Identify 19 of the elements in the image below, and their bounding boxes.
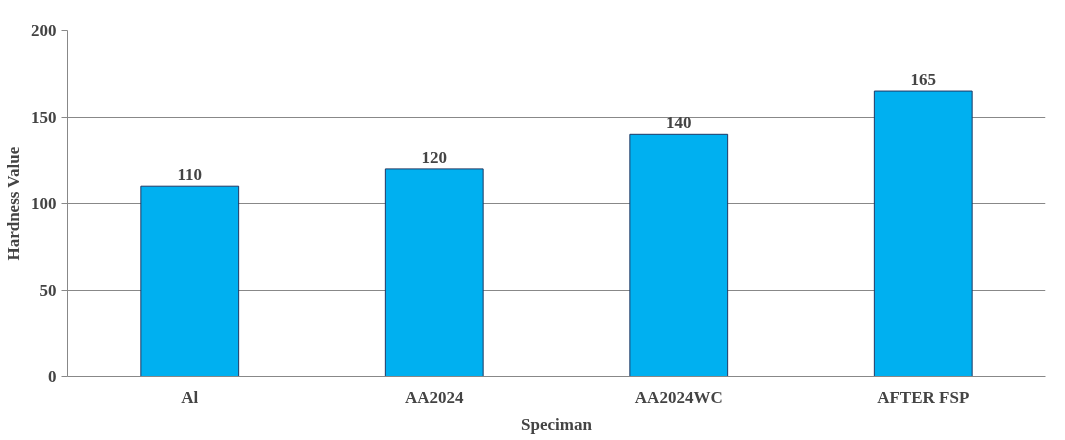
y-tick-label: 150 <box>31 107 57 127</box>
y-tick-label: 200 <box>31 21 57 40</box>
data-label: 140 <box>666 113 692 133</box>
bar <box>629 133 729 377</box>
data-label: 165 <box>910 70 936 90</box>
bar <box>873 90 973 377</box>
data-label: 110 <box>177 165 203 185</box>
x-tick-label: AA2024WC <box>634 387 723 407</box>
y-tick-label: 100 <box>31 194 57 213</box>
x-tick-label: AA2024 <box>404 387 465 407</box>
y-axis-title: Hardness Value <box>4 146 23 261</box>
y-tick-label: 0 <box>48 367 57 386</box>
bar <box>140 185 240 377</box>
bar <box>384 168 484 377</box>
x-axis-title: Speciman <box>521 414 593 434</box>
data-label: 120 <box>421 147 447 167</box>
y-tick-label: 50 <box>39 280 57 300</box>
x-tick-label: Al <box>181 387 199 407</box>
x-tick-label: AFTER FSP <box>877 387 970 407</box>
